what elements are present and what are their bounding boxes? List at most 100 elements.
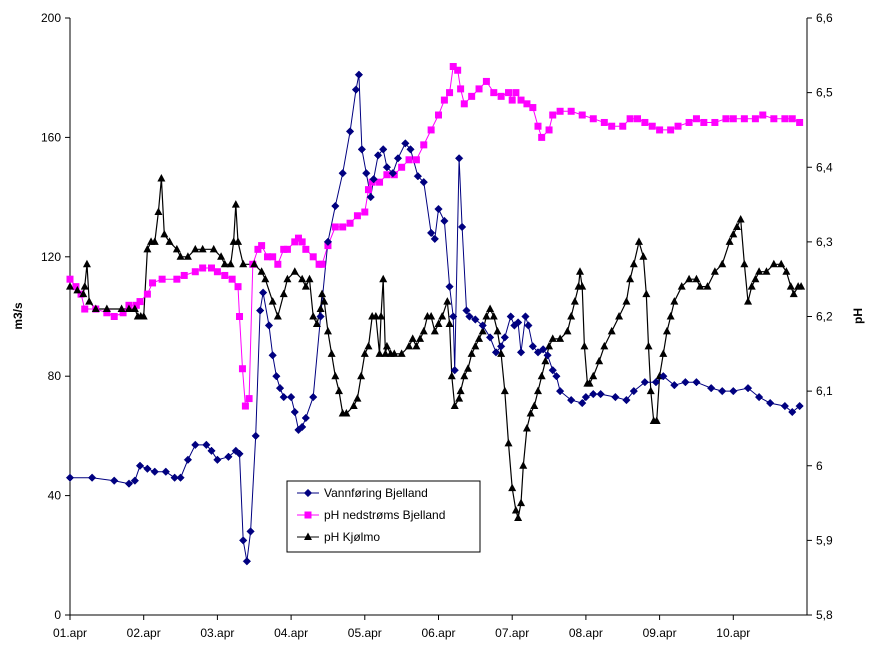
data-point [331,201,340,211]
data-point [692,378,701,387]
data-point [555,386,565,396]
y2-tick-label: 6,6 [816,11,833,25]
data-point [528,342,537,351]
data-point [430,234,439,244]
data-point [73,285,82,294]
data-point [318,289,327,298]
data-point [231,200,240,208]
data-point [272,372,281,381]
data-point [722,115,730,123]
data-point [475,334,484,342]
y2-tick-label: 6,4 [816,160,833,174]
data-point [589,115,597,123]
legend-marker-vannforing [303,488,313,498]
data-point [183,455,193,464]
data-point [66,275,74,283]
data-point [239,259,248,268]
data-point [581,392,591,402]
data-point [239,536,248,545]
x-tick-label: 07.apr [495,626,529,640]
data-point [537,371,546,380]
data-point [318,260,326,268]
data-point [390,349,399,357]
data-point [72,283,80,291]
data-point [725,237,734,245]
data-point [382,163,392,172]
data-point [338,169,347,178]
data-point [449,63,457,71]
data-point [674,122,682,130]
data-point [626,274,635,283]
data-point [302,245,310,253]
data-point [361,208,369,216]
data-point [224,452,233,461]
data-point [711,118,719,126]
y2-tick-label: 6,5 [816,86,833,100]
data-point [659,372,668,381]
data-point [213,268,221,276]
data-point [740,115,748,123]
data-point [279,392,288,402]
data-point [513,318,523,327]
data-point [646,386,655,395]
data-point [346,219,354,227]
data-point [275,383,285,393]
data-point [258,242,266,250]
data-point [455,394,464,402]
data-point [91,304,100,313]
data-point [622,297,631,305]
data-point [521,312,530,321]
data-point [795,401,804,411]
data-point [468,92,476,100]
data-point [160,229,169,238]
data-point [490,89,498,97]
data-point [545,126,553,134]
data-point [268,297,277,305]
data-point [103,309,111,317]
data-point [221,271,229,279]
y2-tick-label: 6,3 [816,235,833,249]
data-point [685,118,693,126]
data-point [580,341,589,350]
legend: Vannføring Bjelland pH nedstrøms Bjelland… [286,480,481,553]
data-point [751,115,759,123]
data-point [751,274,760,283]
y-tick-label: 40 [48,489,62,503]
data-point [696,282,705,290]
data-point [354,70,364,79]
data-point [504,438,513,447]
data-point [652,416,661,424]
data-point [353,212,361,220]
data-point [450,401,459,410]
data-point [619,122,627,130]
data-point [366,192,375,202]
data-point [357,371,366,380]
data-point [381,349,390,357]
data-point [523,100,531,108]
data-point [533,348,543,357]
data-point [788,407,797,417]
data-point [298,238,306,246]
data-point [339,223,347,231]
data-point [449,312,458,321]
data-point [596,389,605,399]
data-point [320,297,329,305]
data-point [158,275,166,283]
data-point [548,334,557,342]
data-point [545,341,554,350]
y2-tick-label: 6 [816,459,823,473]
data-point [475,85,483,93]
data-point [648,122,656,130]
series-markers [65,63,806,566]
data-point [641,118,649,126]
data-point [257,267,266,275]
data-point [207,446,216,455]
data-point [291,238,299,246]
data-point [124,479,134,488]
data-point [161,467,170,476]
data-point [180,271,188,279]
data-point [375,349,384,357]
data-point [242,557,252,566]
data-point [563,326,572,335]
data-point [301,413,310,423]
